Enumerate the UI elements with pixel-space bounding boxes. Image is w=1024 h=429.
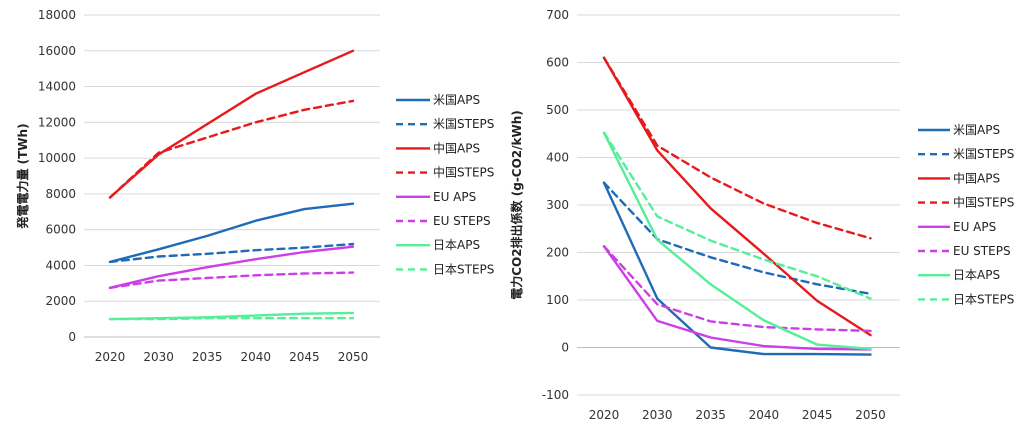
x-tick-label: 2020 — [589, 408, 620, 422]
y-tick-label: 500 — [546, 103, 569, 117]
x-tick-label: 2030 — [143, 350, 174, 364]
y-tick-label: 6000 — [45, 223, 76, 237]
series-line — [602, 181, 872, 295]
series-line — [602, 131, 872, 300]
series-line — [602, 131, 872, 351]
x-tick-label: 2045 — [802, 408, 833, 422]
legend-label: 米国STEPS — [953, 147, 1014, 161]
generation-chart: 0 2000 4000 6000 8000 10000 12000 14000 16000 180… — [15, 8, 494, 364]
y-tick-label: 0 — [68, 330, 76, 344]
x-tick-label: 2020 — [95, 350, 126, 364]
legend-label: EU STEPS — [433, 214, 491, 228]
legend-label: 日本APS — [433, 238, 480, 252]
legend-label: 中国APS — [953, 170, 1000, 185]
x-tick-label: 2030 — [642, 408, 673, 422]
legend-label: 日本STEPS — [953, 292, 1014, 306]
series-line — [108, 271, 355, 289]
legend-label: EU APS — [953, 220, 996, 234]
y-tick-label: 12000 — [38, 115, 76, 129]
legend-label: 中国STEPS — [433, 165, 494, 180]
y-tick-label: 14000 — [38, 80, 76, 94]
y-tick-label: 100 — [546, 293, 569, 307]
legend-label: 米国APS — [953, 123, 1000, 137]
y-tick-label: 2000 — [45, 294, 76, 308]
y-tick-label: 4000 — [45, 258, 76, 272]
y-tick-label: 10000 — [38, 151, 76, 165]
y-axis-label: 発電電力量 (TWh) — [15, 123, 30, 229]
x-tick-label: 2040 — [749, 408, 780, 422]
series-line — [108, 242, 355, 264]
x-tick-label: 2040 — [241, 350, 272, 364]
legend-label: 中国APS — [433, 140, 480, 155]
legend-label: EU STEPS — [953, 244, 1011, 258]
series-line — [602, 56, 872, 240]
y-tick-label: 8000 — [45, 187, 76, 201]
x-tick-label: 2050 — [338, 350, 369, 364]
y-tick-label: 600 — [546, 56, 569, 70]
series-line — [602, 181, 872, 356]
y-tick-label: 300 — [546, 198, 569, 212]
legend-label: 日本APS — [953, 268, 1000, 282]
y-tick-label: 0 — [561, 341, 569, 355]
y-tick-label: 400 — [546, 151, 569, 165]
x-tick-label: 2035 — [192, 350, 223, 364]
x-tick-label: 2035 — [695, 408, 726, 422]
y-tick-label: 200 — [546, 246, 569, 260]
legend-label: 中国STEPS — [953, 195, 1014, 210]
x-tick-label: 2050 — [855, 408, 886, 422]
series-line — [108, 202, 355, 264]
legend-label: 米国STEPS — [433, 117, 494, 131]
series-line — [602, 56, 872, 337]
y-tick-label: 18000 — [38, 8, 76, 22]
legend-label: 日本STEPS — [433, 262, 494, 276]
y-tick-label: -100 — [542, 388, 569, 402]
y-tick-label: 700 — [546, 8, 569, 22]
legend-label: EU APS — [433, 190, 476, 204]
series-line — [108, 317, 355, 321]
series-line — [602, 245, 872, 333]
y-tick-label: 16000 — [38, 44, 76, 58]
series-line — [108, 49, 355, 199]
series-line — [108, 245, 355, 289]
emission-factor-chart: -100 0 100 200 300 400 500 600 700 2020 2030 2035 20… — [509, 8, 1014, 422]
y-axis-label: 電力CO2排出係数 (g-CO2/kWh) — [509, 110, 524, 300]
series-line — [602, 245, 872, 351]
x-tick-label: 2045 — [289, 350, 320, 364]
series-line — [108, 99, 355, 199]
legend-label: 米国APS — [433, 93, 480, 107]
